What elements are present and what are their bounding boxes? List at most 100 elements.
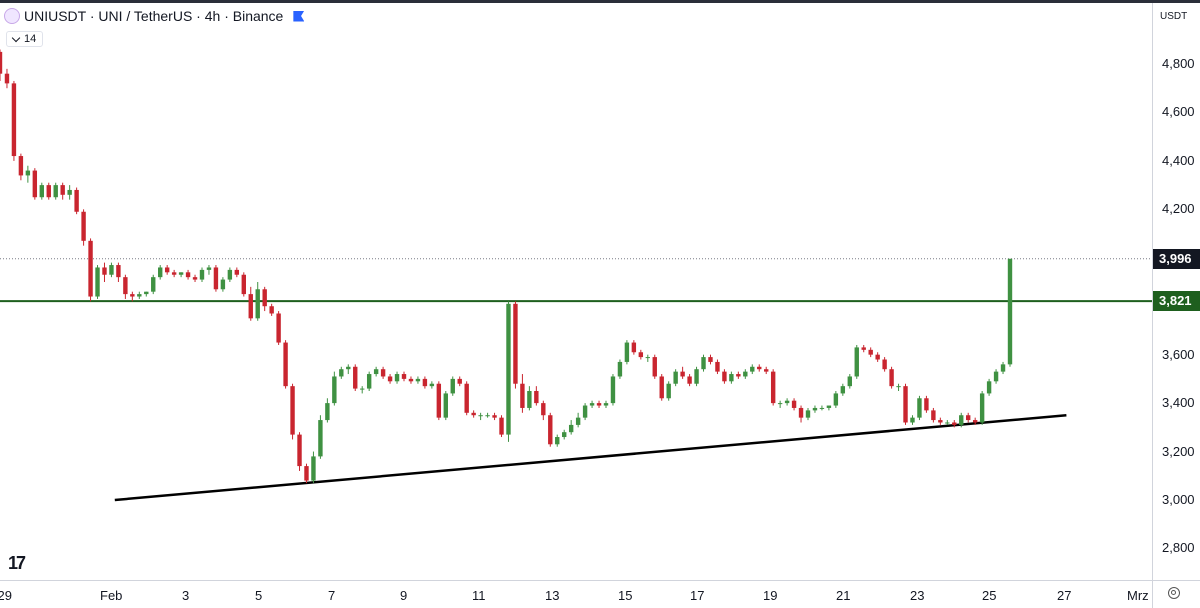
candle-down xyxy=(0,51,3,74)
candle-up xyxy=(959,415,964,425)
chevron-down-icon xyxy=(11,33,21,42)
candle-down xyxy=(861,347,866,350)
candle-down xyxy=(387,376,393,382)
candle-down xyxy=(123,277,128,295)
candle-up xyxy=(325,403,330,421)
candle-up xyxy=(137,294,142,297)
candle-down xyxy=(875,354,880,360)
candle-down xyxy=(88,240,93,297)
candle-up xyxy=(603,403,609,406)
candle-up xyxy=(777,403,783,405)
candle-up xyxy=(450,378,455,394)
indicator-value: 14 xyxy=(24,33,37,45)
candle-up xyxy=(993,371,999,382)
time-tick-label: 21 xyxy=(836,588,851,603)
time-tick-label: 7 xyxy=(328,588,336,603)
candle-up xyxy=(812,407,818,411)
candle-down xyxy=(722,371,727,382)
candle-down xyxy=(304,466,309,481)
candle-down xyxy=(903,386,908,423)
candle-up xyxy=(318,420,323,457)
candle-up xyxy=(896,386,901,388)
candle-up xyxy=(833,393,839,406)
candle-up xyxy=(624,342,630,362)
candle-down xyxy=(60,185,65,195)
candle-up xyxy=(840,386,846,394)
candle-down xyxy=(185,272,191,278)
candle-down xyxy=(631,342,637,353)
candle-up xyxy=(67,189,72,195)
candle-down xyxy=(791,400,797,408)
time-tick-label: 15 xyxy=(618,588,633,603)
candle-down xyxy=(171,272,177,275)
candle-up xyxy=(429,383,435,387)
time-tick-label: 25 xyxy=(982,588,997,603)
candle-down xyxy=(548,415,553,445)
candle-down xyxy=(924,398,929,411)
currency-label[interactable]: USDT xyxy=(1160,11,1188,22)
candle-down xyxy=(868,349,873,355)
candle-up xyxy=(819,407,825,409)
settings-icon[interactable] xyxy=(1168,587,1180,599)
symbol-title[interactable]: UNIUSDT · UNI / TetherUS · 4h · Binance xyxy=(24,8,284,24)
candle-up xyxy=(206,267,212,270)
tradingview-logo-icon[interactable]: 17 xyxy=(8,553,26,573)
candle-down xyxy=(687,376,692,384)
ascending-trendline[interactable] xyxy=(114,413,1067,502)
candle-down xyxy=(680,371,685,377)
candle-down xyxy=(269,306,274,314)
flag-icon[interactable] xyxy=(293,10,305,22)
candle-up xyxy=(158,267,163,278)
price-tick-label: 3,600 xyxy=(1162,346,1195,362)
top-edge xyxy=(0,0,1200,3)
time-tick-label: 23 xyxy=(910,588,925,603)
candle-up xyxy=(826,405,832,408)
candle-up xyxy=(144,291,149,295)
candle-up xyxy=(694,369,699,384)
price-tick-label: 4,600 xyxy=(1162,104,1195,120)
candle-down xyxy=(764,369,769,372)
uni-logo-icon xyxy=(4,8,20,24)
candle-down xyxy=(283,342,288,387)
candle-down xyxy=(46,185,51,198)
candle-up xyxy=(178,272,184,275)
time-axis[interactable] xyxy=(0,580,1152,608)
candle-down xyxy=(130,294,135,297)
candle-down xyxy=(638,352,644,358)
candle-down xyxy=(248,294,253,319)
candle-down xyxy=(798,407,804,418)
price-tick-label: 4,800 xyxy=(1162,56,1195,71)
candle-down xyxy=(192,277,198,280)
candle-down xyxy=(513,303,518,384)
indicator-toggle[interactable]: 14 xyxy=(6,31,44,47)
price-tick-label: 4,400 xyxy=(1162,152,1195,168)
candle-up xyxy=(979,393,985,423)
symbol-header[interactable]: UNIUSDT · UNI / TetherUS · 4h · Binance xyxy=(4,8,305,24)
price-tick-label: 3,400 xyxy=(1162,395,1195,411)
candle-up xyxy=(485,415,490,417)
candle-down xyxy=(276,313,281,343)
candle-down xyxy=(262,289,267,307)
time-tick-label: Mrz xyxy=(1127,588,1149,603)
candle-up xyxy=(311,456,316,481)
candle-down xyxy=(492,415,497,418)
candle-up xyxy=(743,371,748,377)
level-price-tag: 3,821 xyxy=(1153,291,1200,312)
candle-down xyxy=(736,374,741,377)
candle-down xyxy=(213,267,219,290)
candle-down xyxy=(889,369,894,387)
candle-down xyxy=(464,383,469,413)
candle-down xyxy=(422,378,428,387)
candle-up xyxy=(39,185,44,198)
candle-up xyxy=(750,366,755,372)
candle-up xyxy=(227,269,233,280)
candle-down xyxy=(102,267,107,275)
candle-down xyxy=(164,267,170,273)
candle-down xyxy=(18,156,24,176)
candle-down xyxy=(659,376,664,399)
candle-up xyxy=(945,422,950,424)
candle-down xyxy=(966,415,971,421)
price-tick-label: 3,200 xyxy=(1162,443,1195,459)
candle-up xyxy=(373,369,379,375)
